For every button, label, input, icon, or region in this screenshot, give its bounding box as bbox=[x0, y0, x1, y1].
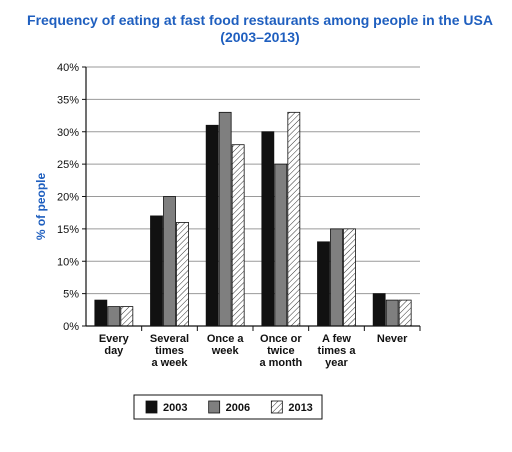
x-tick-label: Every bbox=[99, 333, 130, 345]
legend-box bbox=[133, 394, 323, 420]
y-tick-label: 15% bbox=[57, 224, 79, 236]
bar-2013-2 bbox=[231, 144, 245, 327]
bar-2003-1 bbox=[150, 215, 163, 327]
bar-2003-3 bbox=[261, 131, 275, 327]
legend-label-2003: 2003 bbox=[163, 402, 187, 414]
legend-swatch-2013 bbox=[270, 400, 283, 414]
bar-2006-3 bbox=[274, 163, 288, 327]
y-tick-label: 40% bbox=[57, 62, 79, 74]
x-tick-label: week bbox=[211, 345, 240, 357]
legend: 2003 2006 2013 bbox=[133, 394, 323, 420]
x-tick-label: a month bbox=[259, 357, 302, 369]
x-tick-label: day bbox=[104, 345, 124, 357]
y-tick-label: 20% bbox=[57, 192, 79, 204]
chart-title-text: Frequency of eating at fast food restaur… bbox=[27, 12, 493, 45]
gridlines bbox=[86, 66, 420, 295]
x-tick-label: times bbox=[155, 345, 184, 357]
x-tick-label: Once or bbox=[260, 333, 302, 345]
bar-2006-4 bbox=[330, 228, 343, 327]
y-tick-label: 30% bbox=[57, 127, 79, 139]
bar-2003-4 bbox=[317, 241, 330, 327]
x-tick-label: A few bbox=[322, 333, 351, 345]
bar-2013-3 bbox=[287, 111, 301, 327]
bar-2003-5 bbox=[372, 293, 386, 327]
bar-2013-0 bbox=[120, 306, 134, 327]
legend-label-2006: 2006 bbox=[226, 402, 250, 414]
bar-2006-5 bbox=[385, 299, 399, 327]
y-tick-label: 25% bbox=[57, 159, 79, 171]
bar-2013-5 bbox=[398, 299, 412, 327]
chart-title: Frequency of eating at fast food restaur… bbox=[20, 12, 500, 46]
y-axis-label: % of people bbox=[34, 173, 48, 241]
x-tick-label: a week bbox=[151, 357, 188, 369]
bar-2006-0 bbox=[107, 306, 121, 327]
bar-2003-0 bbox=[94, 299, 108, 327]
y-axis: 0% 5% 10% 15% 20% 25% 30% 35% 40% % of people bbox=[34, 62, 87, 333]
x-tick-label: year bbox=[325, 357, 348, 369]
x-tick-label: Several bbox=[150, 333, 189, 345]
bar-2013-1 bbox=[176, 221, 189, 327]
bars bbox=[94, 111, 412, 327]
x-tick-label: Once a bbox=[207, 333, 245, 345]
x-tick-label: Never bbox=[377, 333, 408, 345]
bar-2006-1 bbox=[163, 196, 176, 327]
x-tick-label: times a bbox=[318, 345, 357, 357]
y-tick-label: 0% bbox=[63, 321, 79, 333]
bar-2003-2 bbox=[205, 124, 219, 327]
legend-swatch-2003 bbox=[145, 400, 158, 414]
x-tick-label: twice bbox=[267, 345, 295, 357]
y-tick-label: 35% bbox=[57, 94, 79, 106]
legend-label-2013: 2013 bbox=[288, 402, 312, 414]
bar-2013-4 bbox=[343, 228, 356, 327]
y-tick-label: 10% bbox=[57, 256, 79, 268]
bar-2006-2 bbox=[218, 111, 232, 327]
y-tick-label: 5% bbox=[63, 289, 79, 301]
legend-swatch-2006 bbox=[208, 400, 221, 414]
